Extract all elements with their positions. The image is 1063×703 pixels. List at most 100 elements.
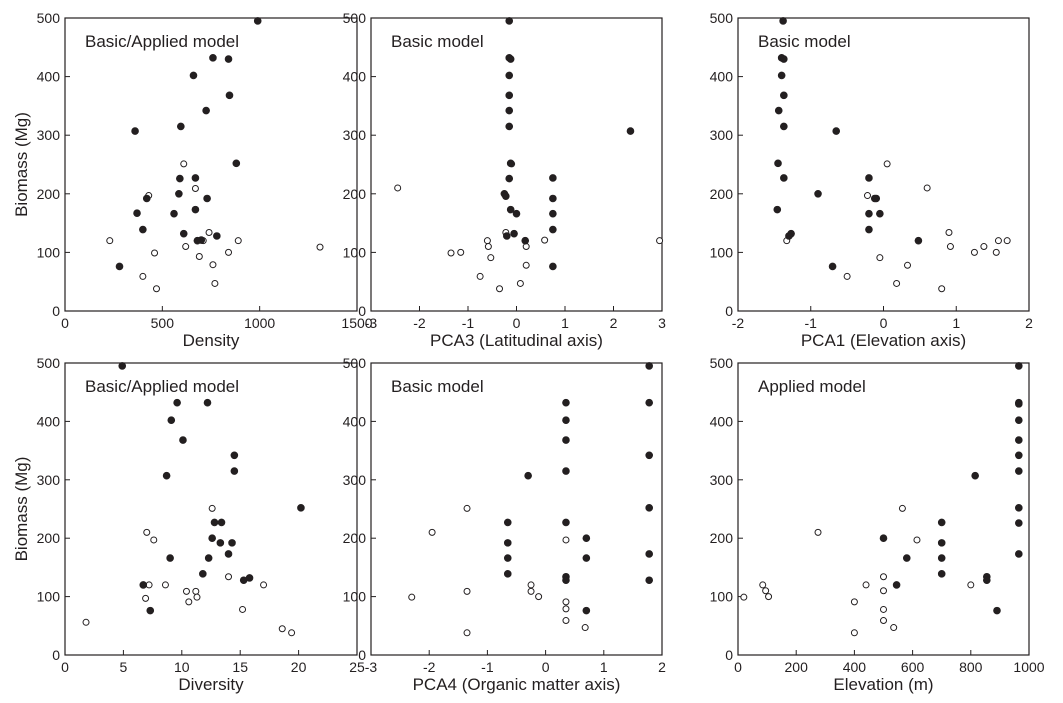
hollow-point	[527, 581, 535, 589]
filled-point	[232, 159, 241, 168]
y-tick-label: 500	[710, 355, 734, 371]
panel-2: -3 -2 -1 0 1 2 3 0 100 200 300 400 500 PCA3 (Latitudi…	[343, 10, 666, 350]
filled-point	[505, 17, 514, 25]
x-tick-label: 0	[513, 315, 521, 331]
hollow-point	[562, 536, 570, 544]
x-tick-label: -1	[462, 315, 475, 331]
plot-frame	[370, 362, 663, 656]
hollow-point	[541, 236, 549, 244]
filled-point	[139, 225, 147, 234]
hollow-point	[394, 184, 402, 192]
hollow-point	[535, 593, 543, 601]
filled-point	[1015, 504, 1023, 512]
hollow-point	[759, 581, 767, 589]
filled-point	[115, 262, 124, 271]
hollow-point	[814, 528, 822, 536]
x-tick-label: 0	[61, 659, 69, 675]
hollow-point	[234, 237, 242, 245]
hollow-point	[278, 625, 286, 633]
hollow-point	[152, 285, 160, 293]
filled-point	[549, 194, 557, 203]
filled-point	[1015, 416, 1023, 425]
filled-point	[297, 504, 305, 512]
filled-point	[167, 416, 176, 425]
filled-point	[780, 55, 788, 63]
filled-point	[626, 127, 635, 135]
hollow-point	[946, 243, 954, 251]
filled-point	[549, 225, 557, 234]
filled-point	[582, 606, 591, 615]
filled-point	[204, 554, 213, 562]
filled-point	[777, 71, 786, 80]
x-axis-label: Elevation (m)	[833, 675, 933, 694]
y-tick-label: 200	[343, 186, 367, 202]
filled-point	[189, 71, 198, 80]
y-tick-label: 500	[343, 10, 367, 26]
y-tick-label: 100	[710, 244, 734, 260]
filled-point	[582, 554, 591, 562]
filled-point	[562, 467, 570, 475]
hollow-point	[211, 279, 219, 287]
filled-point	[645, 504, 653, 512]
x-tick-label: 10	[174, 659, 190, 675]
filled-point	[780, 91, 788, 100]
hollow-point	[185, 598, 193, 606]
hollow-point	[180, 160, 188, 168]
filled-point	[780, 122, 788, 131]
filled-point	[176, 174, 184, 183]
x-tick-label: 25	[349, 659, 365, 675]
filled-point	[118, 362, 127, 370]
hollow-point	[447, 249, 455, 257]
filled-point	[937, 539, 946, 547]
y-tick-label: 300	[37, 127, 61, 143]
hollow-point	[288, 629, 296, 637]
filled-point	[645, 576, 653, 585]
hollow-point	[562, 617, 570, 625]
filled-point	[774, 106, 783, 115]
hollow-point	[209, 261, 217, 269]
filled-point	[1015, 400, 1023, 408]
hollow-point	[191, 185, 199, 193]
panel-6: 0 200 400 600 800 1000 0 100 200 300 400 500 Elevati…	[710, 355, 1045, 694]
hollow-point	[161, 581, 169, 589]
panel-title: Basic model	[758, 32, 851, 51]
hollow-point	[193, 593, 201, 601]
hollow-point	[143, 528, 151, 536]
filled-point	[870, 194, 879, 203]
filled-point	[914, 236, 923, 245]
x-axis-label: PCA1 (Elevation axis)	[801, 331, 966, 350]
filled-point	[645, 362, 653, 370]
x-tick-label: -1	[481, 659, 494, 675]
y-tick-label: 100	[710, 589, 734, 605]
filled-point	[173, 398, 181, 407]
filled-point	[512, 209, 521, 218]
y-tick-label: 400	[37, 413, 61, 429]
filled-point	[139, 581, 148, 589]
x-tick-label: 1000	[1013, 659, 1044, 675]
filled-point	[562, 398, 570, 407]
hollow-point	[562, 598, 570, 606]
filled-point	[510, 229, 518, 238]
filled-point	[225, 91, 234, 100]
plot-frame	[64, 362, 358, 656]
hollow-point	[980, 243, 988, 251]
x-tick-label: -3	[365, 659, 378, 675]
filled-point	[193, 236, 202, 245]
y-tick-label: 300	[343, 472, 367, 488]
hollow-point	[765, 593, 773, 601]
x-tick-label: 1	[600, 659, 608, 675]
y-tick-label: 200	[37, 530, 61, 546]
hollow-point	[522, 261, 530, 269]
filled-point	[230, 451, 239, 460]
filled-point	[175, 190, 183, 198]
filled-point	[177, 122, 185, 131]
filled-point	[983, 576, 991, 585]
filled-point	[503, 539, 512, 547]
filled-point	[208, 534, 216, 543]
filled-point	[179, 436, 187, 444]
x-tick-label: 20	[291, 659, 307, 675]
filled-point	[191, 174, 200, 182]
x-axis-label: Density	[183, 331, 240, 350]
y-tick-label: 100	[343, 589, 367, 605]
filled-point	[865, 209, 873, 218]
